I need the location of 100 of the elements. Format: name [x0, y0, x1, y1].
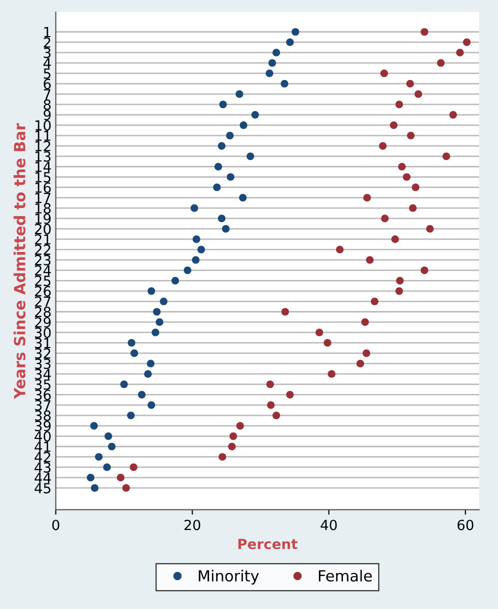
point	[192, 256, 200, 264]
point	[356, 360, 364, 368]
point	[395, 287, 403, 295]
point	[171, 276, 180, 284]
point	[442, 152, 450, 160]
point	[152, 328, 160, 336]
point	[236, 422, 244, 430]
point	[236, 90, 244, 98]
y-tick-label: 10	[35, 120, 51, 131]
y-tick-label: 16	[35, 182, 51, 193]
y-tick-label: 27	[34, 296, 50, 307]
point	[218, 453, 226, 461]
point	[402, 173, 411, 181]
point	[213, 184, 221, 192]
point	[316, 328, 324, 336]
point	[281, 308, 289, 316]
point	[328, 370, 336, 378]
point	[127, 412, 135, 420]
point	[184, 266, 192, 274]
point	[148, 287, 156, 295]
point	[366, 256, 374, 264]
point	[370, 298, 378, 306]
y-tick-label: 30	[34, 327, 51, 338]
point	[462, 38, 471, 46]
point	[120, 380, 128, 388]
y-tick-label: 25	[34, 276, 50, 286]
point	[94, 453, 103, 461]
point	[90, 484, 98, 492]
y-tick-label: 15	[35, 172, 50, 182]
point	[407, 132, 415, 140]
point	[324, 339, 332, 347]
point	[130, 349, 138, 358]
point	[148, 401, 156, 409]
point	[108, 442, 116, 450]
y-tick-label: 4	[43, 58, 51, 68]
point	[437, 59, 445, 67]
y-tick-label: 6	[44, 78, 51, 90]
point	[192, 235, 200, 243]
point	[218, 142, 226, 150]
point	[239, 194, 247, 202]
y-tick-label: 3	[44, 48, 50, 58]
x-tick-label: 60	[458, 520, 474, 530]
y-tick-label: 41	[34, 442, 50, 452]
y-tick-label: 42	[34, 452, 50, 462]
y-tick-label: 35	[34, 379, 50, 390]
point	[197, 246, 206, 254]
point	[267, 401, 275, 409]
point	[90, 422, 98, 430]
point	[268, 59, 276, 67]
point	[272, 412, 280, 420]
point	[146, 360, 154, 368]
point	[286, 390, 294, 398]
y-tick-label: 24	[34, 265, 51, 276]
point	[240, 121, 248, 129]
point	[456, 48, 464, 56]
point	[153, 308, 161, 316]
y-tick-label: 7	[44, 89, 50, 100]
point	[396, 276, 404, 284]
point	[362, 349, 370, 358]
point	[449, 110, 457, 119]
y-axis-title: Years Since Admitted to the Bar	[14, 123, 26, 399]
y-tick-label: 39	[34, 420, 51, 432]
point	[292, 28, 300, 36]
point	[214, 162, 222, 170]
y-tick-label: 22	[34, 244, 50, 255]
y-tick-label: 33	[34, 358, 50, 370]
y-tick-label: 19	[35, 213, 51, 224]
point	[398, 162, 406, 170]
y-tick-label: 14	[35, 162, 51, 172]
point	[395, 100, 403, 108]
point	[361, 318, 369, 326]
x-tick-label: 0	[52, 520, 60, 530]
y-tick-label: 43	[34, 462, 50, 473]
point	[363, 194, 371, 202]
point	[272, 48, 280, 56]
y-tick-label: 12	[35, 140, 50, 152]
point	[144, 370, 152, 378]
point	[426, 225, 434, 233]
x-tick-label: 20	[184, 520, 200, 530]
legend-label: Female	[318, 570, 372, 582]
point	[286, 38, 294, 46]
point	[391, 235, 399, 243]
point	[128, 339, 136, 347]
x-axis-title: Percent	[238, 538, 298, 550]
point	[420, 28, 428, 36]
y-tick-label: 38	[34, 410, 51, 421]
point	[280, 80, 288, 88]
y-tick-label: 9	[44, 110, 51, 120]
point	[218, 214, 226, 222]
y-tick-label: 5	[44, 68, 50, 79]
y-tick-label: 45	[34, 483, 50, 494]
point	[86, 474, 94, 482]
point	[266, 70, 274, 78]
point	[336, 246, 344, 254]
y-tick-label: 44	[34, 472, 51, 483]
y-tick-label: 29	[34, 317, 51, 328]
point	[222, 225, 230, 233]
y-tick-label: 23	[34, 254, 50, 266]
y-tick-label: 34	[34, 368, 51, 380]
y-tick-label: 32	[34, 348, 50, 359]
